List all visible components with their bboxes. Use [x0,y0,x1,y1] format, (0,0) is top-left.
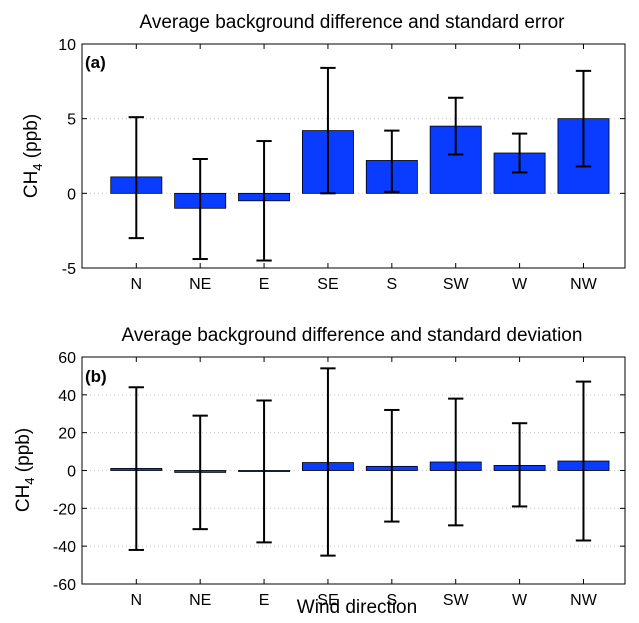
panel-b-x-tick-label: NE [189,592,211,609]
panel-a-x-tick-label: N [131,276,143,293]
panel-a-y-tick-label: 5 [67,112,76,129]
panel-a-y-tick-label: 0 [67,186,76,203]
panel-a-x-tick-label: W [512,276,528,293]
panel-b-y-tick-label: -20 [53,501,76,518]
panel-a-x-tick-label: E [259,276,270,293]
panel-b-x-ticks: N NE E SE S SW W NW [131,357,598,609]
panel-a-x-tick-label: NW [570,276,598,293]
panel-b-bars [110,460,610,473]
panel-b-title: Average background difference and standa… [122,325,583,346]
panel-b-y-axis-label: CH4 (ppb) [13,428,37,512]
panel-b-error-bars [128,367,592,557]
panel-a-plot-frame [81,43,626,269]
panel-a-y-ticks: -5 0 5 10 [58,37,625,278]
x-axis-label: Wind direction [297,597,417,618]
panel-a-x-tick-label: NE [189,276,211,293]
panel-a-error-bars [128,66,592,262]
panel-b-y-tick-label: 60 [58,350,76,367]
panel-b-y-tick-label: 20 [58,426,76,443]
panel-a-y-axis-label: CH4 (ppb) [21,114,45,198]
panel-a-y-tick-label: 10 [58,37,76,54]
panel-a-title: Average background difference and standa… [140,12,566,33]
panel-b-y-tick-label: -60 [53,577,76,594]
panel-a-x-tick-label: S [386,276,397,293]
panel-b-x-tick-label: SW [443,592,470,609]
panel-b-x-tick-label: SE [317,592,338,609]
panel-b-label: (b) [85,367,107,386]
panel-a-x-tick-label: SW [443,276,470,293]
panel-a-x-tick-label: SE [317,276,338,293]
panel-b-x-tick-label: NW [570,592,598,609]
panel-b-x-tick-label: E [259,592,270,609]
panel-b-x-tick-label: S [386,592,397,609]
panel-a-y-tick-label: -5 [62,261,76,278]
panel-b-y-tick-label: 40 [58,388,76,405]
panel-b: Average background difference and standa… [13,325,626,609]
panel-a: Average background difference and standa… [21,12,626,293]
panel-b-y-tick-label: -40 [53,539,76,556]
panel-b-x-tick-label: N [131,592,143,609]
panel-b-y-ticks: -60 -40 -20 0 20 40 60 [53,350,625,594]
panel-a-bars [110,118,610,209]
panel-a-label: (a) [85,53,106,72]
panel-b-y-tick-label: 0 [67,464,76,481]
panel-a-x-ticks: N NE E SE S SW W NW [131,44,598,293]
panel-b-x-tick-label: W [512,592,528,609]
